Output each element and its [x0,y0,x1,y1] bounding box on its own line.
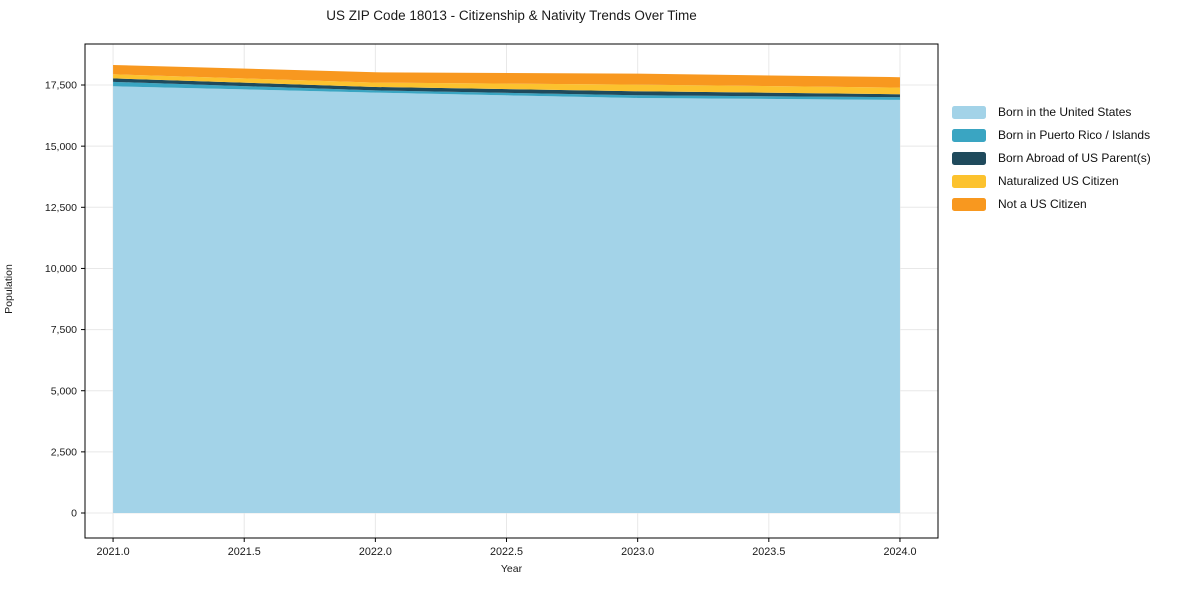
legend-label: Not a US Citizen [998,197,1087,211]
x-tick-label: 2021.0 [97,546,130,558]
legend-swatch-naturalized-icon [952,175,986,188]
legend-item-puerto-rico: Born in Puerto Rico / Islands [952,129,1151,142]
legend-swatch-born-us-icon [952,106,986,119]
x-tick-label: 2021.5 [228,546,261,558]
x-tick-label: 2023.0 [621,546,654,558]
x-tick-label: 2023.5 [752,546,785,558]
area-born-abroad-of-us-parent-s [113,78,900,98]
legend-swatch-born-abroad-icon [952,152,986,165]
legend-item-not-citizen: Not a US Citizen [952,198,1151,211]
y-tick-label: 15,000 [45,141,77,153]
x-tick-label: 2022.5 [490,546,523,558]
legend-swatch-puerto-rico-icon [952,129,986,142]
plot-frame [84,43,939,539]
y-tick-label: 7,500 [51,324,77,336]
y-tick-label: 10,000 [45,263,77,275]
legend: Born in the United States Born in Puerto… [952,106,1151,211]
y-tick-label: 12,500 [45,202,77,214]
area-not-a-us-citizen [113,64,900,88]
y-tick-label: 0 [71,508,77,520]
area-born-in-the-united-states [113,86,900,514]
legend-item-born-us: Born in the United States [952,106,1151,119]
legend-label: Born Abroad of US Parent(s) [998,151,1151,165]
x-tick-label: 2024.0 [883,546,916,558]
legend-label: Born in Puerto Rico / Islands [998,128,1151,142]
x-axis-label: Year [500,563,523,575]
x-tick-label: 2022.0 [359,546,392,558]
legend-item-born-abroad: Born Abroad of US Parent(s) [952,152,1151,165]
legend-item-naturalized: Naturalized US Citizen [952,175,1151,188]
y-tick-label: 5,000 [51,385,77,397]
area-naturalized-us-citizen [113,74,900,95]
chart-title: US ZIP Code 18013 - Citizenship & Nativi… [326,8,697,23]
y-tick-label: 2,500 [51,446,77,458]
legend-label: Born in the United States [998,105,1132,119]
y-tick-label: 17,500 [45,80,77,92]
legend-label: Naturalized US Citizen [998,174,1119,188]
legend-swatch-not-citizen-icon [952,198,986,211]
area-born-in-puerto-rico-islands [113,81,900,100]
y-axis-label: Population [3,264,15,314]
